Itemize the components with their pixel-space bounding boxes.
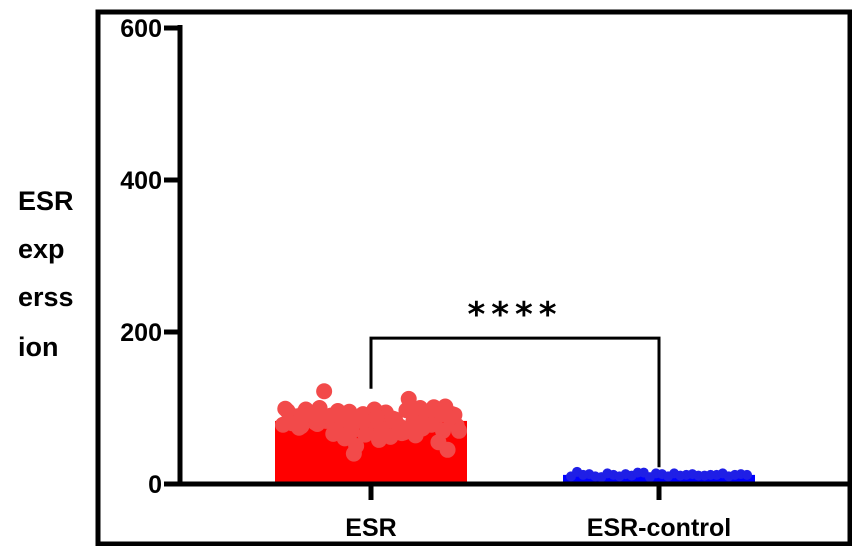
significance-label: **** xyxy=(467,295,562,335)
x-ticks: ESR ESR-control xyxy=(345,484,731,542)
data-points xyxy=(275,383,752,483)
data-point xyxy=(729,469,740,480)
data-point xyxy=(742,469,752,480)
data-point xyxy=(578,469,589,480)
data-point xyxy=(632,467,643,478)
axes xyxy=(177,25,850,487)
y-tick-label: 400 xyxy=(120,167,162,195)
y-axis-label-line: ion xyxy=(18,332,59,362)
y-axis-label-line: ESR xyxy=(18,186,74,216)
data-point xyxy=(687,469,698,480)
y-axis-label-line: exp xyxy=(18,234,65,264)
data-point xyxy=(675,470,686,481)
bar-esr-control xyxy=(563,474,755,484)
data-point xyxy=(717,468,728,479)
data-point xyxy=(400,390,417,407)
x-tick-label: ESR-control xyxy=(587,514,731,542)
data-point xyxy=(430,434,447,451)
y-tick-label: 200 xyxy=(120,319,162,347)
data-point xyxy=(348,438,365,454)
y-tick-label: 0 xyxy=(148,471,162,499)
y-tick-label: 600 xyxy=(120,15,162,43)
plot-frame xyxy=(95,9,852,546)
data-point xyxy=(663,471,674,482)
plot-border xyxy=(95,9,852,546)
data-point xyxy=(316,383,333,400)
x-tick-label: ESR xyxy=(345,514,396,542)
data-point xyxy=(405,413,422,430)
data-point xyxy=(357,426,374,443)
significance-line xyxy=(369,336,661,468)
y-axis-label-line: erss xyxy=(18,282,74,312)
data-point xyxy=(396,424,413,441)
data-point xyxy=(451,422,467,439)
data-point xyxy=(368,409,385,426)
y-axis-label: ESR exp erss ion xyxy=(18,186,74,362)
data-point xyxy=(432,406,449,423)
data-point xyxy=(620,469,631,480)
data-point xyxy=(590,471,601,482)
data-point xyxy=(302,406,319,423)
data-point xyxy=(705,469,716,480)
data-point xyxy=(284,415,301,432)
significance-bracket: **** xyxy=(369,295,661,468)
y-ticks: 0 200 400 600 xyxy=(120,15,180,499)
data-point xyxy=(644,472,655,483)
data-point xyxy=(602,468,613,479)
